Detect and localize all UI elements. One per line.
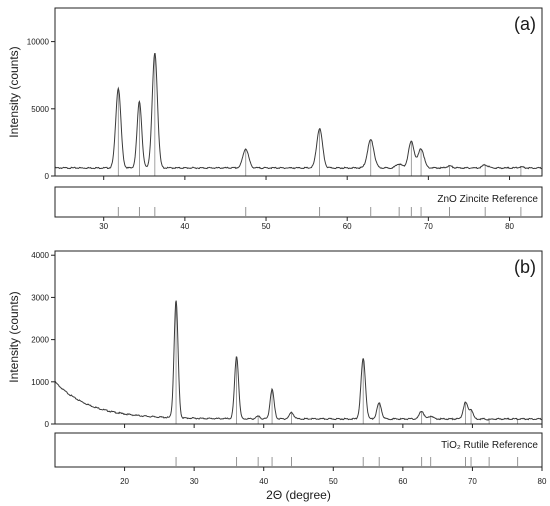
y-tick-label: 3000 [31,293,49,302]
panel-label: (b) [514,257,536,277]
x-tick-label: 50 [262,222,271,231]
x-tick-label: 40 [180,222,189,231]
x-tick-label: 60 [343,222,352,231]
x-tick-label: 30 [99,222,108,231]
x-tick-label: 70 [468,477,477,486]
y-tick-label: 4000 [31,251,49,260]
reference-strip [54,186,543,218]
reference-label: TiO₂ Rutile Reference [441,440,538,451]
x-tick-label: 80 [505,222,514,231]
y-tick-label: 5000 [31,105,49,114]
y-axis-label: Intensity (counts) [7,46,21,137]
panel-label: (a) [514,14,536,34]
reference-strip [54,432,543,468]
x-tick-label: 30 [190,477,199,486]
x-tick-label: 40 [259,477,268,486]
x-axis-label: 2Θ (degree) [266,488,331,502]
diffraction-trace [54,300,543,421]
plot-frame [54,7,543,177]
y-axis-label: Intensity (counts) [7,291,21,382]
x-tick-label: 80 [538,477,547,486]
y-tick-label: 1000 [31,378,49,387]
x-tick-label: 70 [424,222,433,231]
y-tick-label: 0 [45,420,50,429]
y-tick-label: 2000 [31,336,49,345]
y-tick-label: 0 [45,172,50,181]
x-tick-label: 50 [329,477,338,486]
panel-a-chart: 0 5000 10000 Intensity (counts) (a) ZnO Zinci… [7,7,543,231]
y-tick-label: 10000 [27,38,50,47]
diffraction-trace [54,53,543,170]
reference-label: ZnO Zincite Reference [437,194,538,205]
x-tick-label: 20 [120,477,129,486]
x-tick-label: 60 [398,477,407,486]
panel-b-chart: 0 1000 2000 3000 4000 Intensity (counts) (b) Ti… [7,250,547,502]
plot-frame [54,250,543,425]
